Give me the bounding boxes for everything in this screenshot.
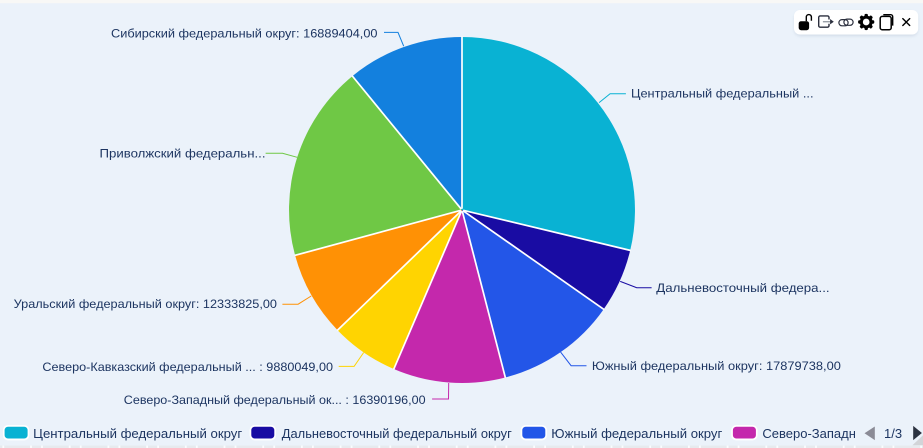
svg-text:Приволжский федеральн...: Приволжский федеральн...	[100, 147, 266, 161]
svg-text:Южный федеральный округ: 17879: Южный федеральный округ: 17879738,00	[592, 359, 841, 373]
svg-text:Северо-Западный федеральный ок: Северо-Западный федеральный ок... : 1639…	[124, 393, 426, 407]
svg-text:Центральный федеральный ...: Центральный федеральный ...	[631, 86, 814, 100]
svg-text:Дальневосточный федера...: Дальневосточный федера...	[656, 281, 829, 295]
svg-text:Южный федеральный округ: Южный федеральный округ	[551, 426, 722, 441]
svg-text:1/3: 1/3	[884, 426, 902, 441]
svg-text:Северо-Кавказский федеральный: Северо-Кавказский федеральный ... : 9880…	[42, 360, 333, 374]
svg-text:Уральский федеральный округ: 1: Уральский федеральный округ: 12333825,00	[14, 297, 278, 311]
svg-text:Дальневосточный федеральный ок: Дальневосточный федеральный округ	[282, 426, 512, 441]
svg-text:Центральный федеральный округ: Центральный федеральный округ	[33, 426, 242, 441]
svg-text:Сибирский федеральный округ: 1: Сибирский федеральный округ: 16889404,00	[111, 27, 378, 41]
